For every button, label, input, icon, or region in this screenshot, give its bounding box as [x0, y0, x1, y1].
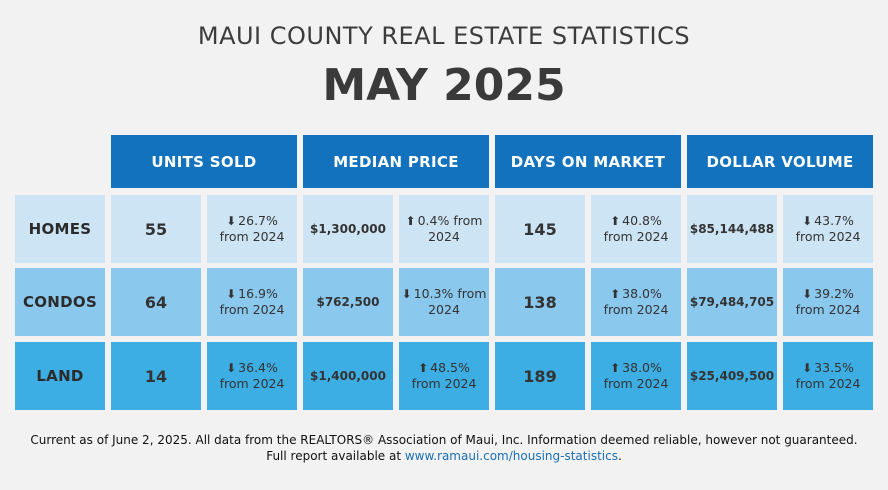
change-baseline: 2024	[428, 302, 460, 317]
condos-units-change-cell: ⬇ 16.9% from 2024	[207, 268, 297, 336]
row-label-text: HOMES	[28, 220, 92, 238]
land-units-value: 14	[111, 342, 201, 410]
homes-price-change-cell: ⬆ 0.4% from 2024	[399, 195, 489, 263]
condos-row-label: CONDOS	[15, 268, 105, 336]
condos-days-change-cell: ⬆ 38.0% from 2024	[591, 268, 681, 336]
change-baseline: from 2024	[603, 302, 669, 317]
condos-days-value: 138	[495, 268, 585, 336]
change-baseline: from 2024	[411, 376, 477, 391]
homes-units-value: 55	[111, 195, 201, 263]
change-percent: 40.8%	[622, 213, 662, 228]
arrow-down-icon: ⬇	[226, 214, 237, 228]
volume-text: $79,484,705	[689, 295, 775, 309]
arrow-up-icon: ⬆	[418, 361, 429, 375]
condos-price-value: $762,500	[303, 268, 393, 336]
footer-disclaimer: Current as of June 2, 2025. All data fro…	[30, 433, 858, 447]
land-days-value: 189	[495, 342, 585, 410]
row-label-text: CONDOS	[22, 293, 98, 311]
change-percent: 39.2%	[814, 286, 854, 301]
change-percent: 33.5%	[814, 360, 854, 375]
volume-text: $85,144,488	[689, 222, 775, 236]
change-baseline: 2024	[428, 229, 460, 244]
footer-report-note: Full report available at www.ramaui.com/…	[0, 449, 888, 463]
condos-volume-change-cell: ⬇ 39.2% from 2024	[783, 268, 873, 336]
land-price-change-cell: ⬆ 48.5% from 2024	[399, 342, 489, 410]
land-days-change-cell: ⬆ 38.0% from 2024	[591, 342, 681, 410]
report-title: MAY 2025	[322, 60, 566, 111]
change-percent: 38.0%	[622, 286, 662, 301]
change-percent: 48.5%	[430, 360, 470, 375]
days-text: 138	[523, 292, 557, 312]
report-subtitle: MAUI COUNTY REAL ESTATE STATISTICS	[197, 22, 691, 50]
column-header-median-price: MEDIAN PRICE	[303, 135, 489, 188]
volume-text: $25,409,500	[689, 369, 775, 383]
change-baseline: from 2024	[603, 376, 669, 391]
price-text: $1,400,000	[310, 369, 386, 383]
homes-price-value: $1,300,000	[303, 195, 393, 263]
homes-volume-change-cell: ⬇ 43.7% from 2024	[783, 195, 873, 263]
change-baseline: from 2024	[219, 229, 285, 244]
homes-units-change-cell: ⬇ 26.7% from 2024	[207, 195, 297, 263]
arrow-down-icon: ⬇	[226, 287, 237, 301]
homes-row-label: HOMES	[15, 195, 105, 263]
arrow-down-icon: ⬇	[802, 361, 813, 375]
change-percent: 16.9%	[238, 286, 278, 301]
change-baseline: from 2024	[219, 376, 285, 391]
land-price-value: $1,400,000	[303, 342, 393, 410]
change-baseline: from 2024	[795, 229, 861, 244]
change-percent: 10.3% from	[413, 286, 487, 301]
homes-days-value: 145	[495, 195, 585, 263]
column-header-units-sold: UNITS SOLD	[111, 135, 297, 188]
land-volume-value: $25,409,500	[687, 342, 777, 410]
units-text: 14	[144, 366, 168, 386]
change-percent: 43.7%	[814, 213, 854, 228]
housing-statistics-link[interactable]: www.ramaui.com/housing-statistics	[404, 449, 618, 463]
days-text: 189	[523, 366, 557, 386]
arrow-up-icon: ⬆	[610, 361, 621, 375]
land-units-change-cell: ⬇ 36.4% from 2024	[207, 342, 297, 410]
change-baseline: from 2024	[603, 229, 669, 244]
arrow-down-icon: ⬇	[802, 214, 813, 228]
change-baseline: from 2024	[795, 376, 861, 391]
change-percent: 26.7%	[238, 213, 278, 228]
arrow-down-icon: ⬇	[802, 287, 813, 301]
column-header-dollar-volume: DOLLAR VOLUME	[687, 135, 873, 188]
change-baseline: from 2024	[795, 302, 861, 317]
price-text: $762,500	[316, 295, 380, 309]
column-header-days-on-market: DAYS ON MARKET	[495, 135, 681, 188]
days-text: 145	[523, 219, 557, 239]
change-baseline: from 2024	[219, 302, 285, 317]
units-text: 55	[144, 219, 168, 239]
arrow-up-icon: ⬆	[610, 287, 621, 301]
arrow-up-icon: ⬆	[610, 214, 621, 228]
condos-price-change-cell: ⬇ 10.3% from 2024	[399, 268, 489, 336]
arrow-down-icon: ⬇	[226, 361, 237, 375]
condos-units-value: 64	[111, 268, 201, 336]
homes-days-change-cell: ⬆ 40.8% from 2024	[591, 195, 681, 263]
price-text: $1,300,000	[310, 222, 386, 236]
row-label-text: LAND	[36, 367, 84, 385]
footer-suffix: .	[617, 449, 622, 463]
footer-prefix: Full report available at	[266, 449, 405, 463]
units-text: 64	[144, 292, 168, 312]
change-percent: 0.4% from	[417, 213, 483, 228]
homes-volume-value: $85,144,488	[687, 195, 777, 263]
land-volume-change-cell: ⬇ 33.5% from 2024	[783, 342, 873, 410]
change-percent: 36.4%	[238, 360, 278, 375]
arrow-up-icon: ⬆	[405, 214, 416, 228]
arrow-down-icon: ⬇	[401, 287, 412, 301]
condos-volume-value: $79,484,705	[687, 268, 777, 336]
change-percent: 38.0%	[622, 360, 662, 375]
land-row-label: LAND	[15, 342, 105, 410]
